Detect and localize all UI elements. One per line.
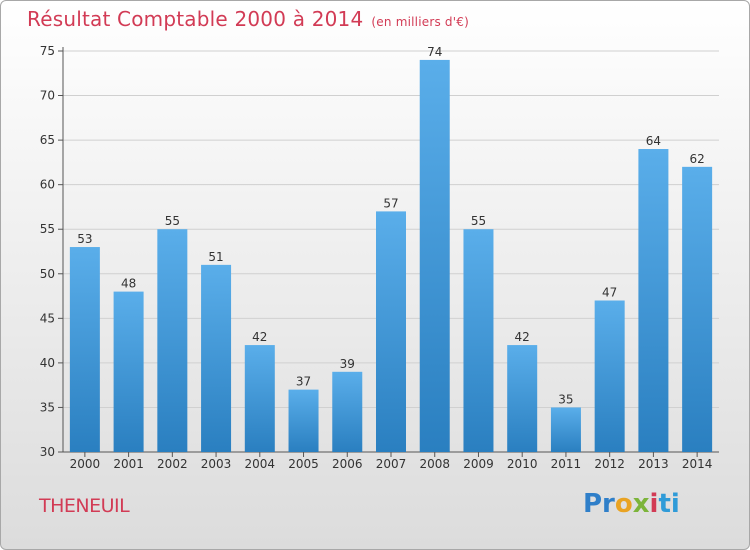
bar [244,345,275,452]
bar [332,371,363,452]
chart-unit: (en milliers d'€) [371,15,469,29]
bar [288,389,319,452]
bars [69,59,713,453]
x-tick-label: 2011 [551,457,582,471]
data-label: 37 [296,375,311,389]
bar [594,300,625,452]
proxiti-logo: Proxiti [583,489,680,519]
chart-title-text: Résultat Comptable 2000 à 2014 [27,7,364,31]
bar [419,59,450,453]
bar [69,247,100,452]
x-tick-label: 2008 [419,457,450,471]
data-label: 51 [208,250,223,264]
data-label: 42 [515,330,530,344]
data-label: 35 [558,392,573,406]
bar [638,149,669,452]
y-tick-label: 50 [40,267,55,281]
y-tick-label: 55 [40,222,55,236]
bar [157,229,188,452]
bar [682,166,713,452]
bar [376,211,406,452]
y-tick-label: 45 [40,311,55,325]
data-label: 57 [383,196,398,210]
chart-title: Résultat Comptable 2000 à 2014 (en millie… [27,7,469,31]
x-tick-label: 2006 [332,457,363,471]
bar [113,291,144,452]
y-tick-label: 30 [40,445,55,459]
y-tick-label: 65 [40,133,55,147]
data-label: 55 [471,214,486,228]
commune-name: THENEUIL [39,495,130,517]
y-tick-label: 40 [40,356,55,370]
x-tick-label: 2001 [113,457,144,471]
y-tick-label: 35 [40,400,55,414]
y-tick-label: 75 [40,44,55,58]
data-label: 53 [77,232,92,246]
x-tick-label: 2005 [288,457,319,471]
x-tick-label: 2009 [463,457,494,471]
bar [550,407,581,452]
data-label: 74 [427,45,442,59]
data-label: 55 [165,214,180,228]
x-tick-label: 2000 [70,457,101,471]
x-tick-label: 2007 [376,457,407,471]
x-tick-label: 2003 [201,457,232,471]
x-tick-label: 2013 [638,457,669,471]
x-tick-label: 2004 [245,457,276,471]
bar [463,229,494,452]
y-tick-label: 70 [40,89,55,103]
data-label: 47 [602,286,617,300]
data-label: 42 [252,330,267,344]
x-tick-label: 2014 [682,457,713,471]
labels: 30 35 40 45 50 55 60 65 70 75 53 2000 48 2001 55 2002 51… [40,44,713,471]
data-label: 64 [646,134,661,148]
data-label: 39 [340,357,355,371]
data-label: 48 [121,277,136,291]
x-tick-label: 2012 [594,457,625,471]
x-tick-label: 2002 [157,457,188,471]
x-tick-label: 2010 [507,457,538,471]
data-label: 62 [689,152,704,166]
bar [201,264,232,452]
y-tick-label: 60 [40,178,55,192]
bar [507,345,538,452]
